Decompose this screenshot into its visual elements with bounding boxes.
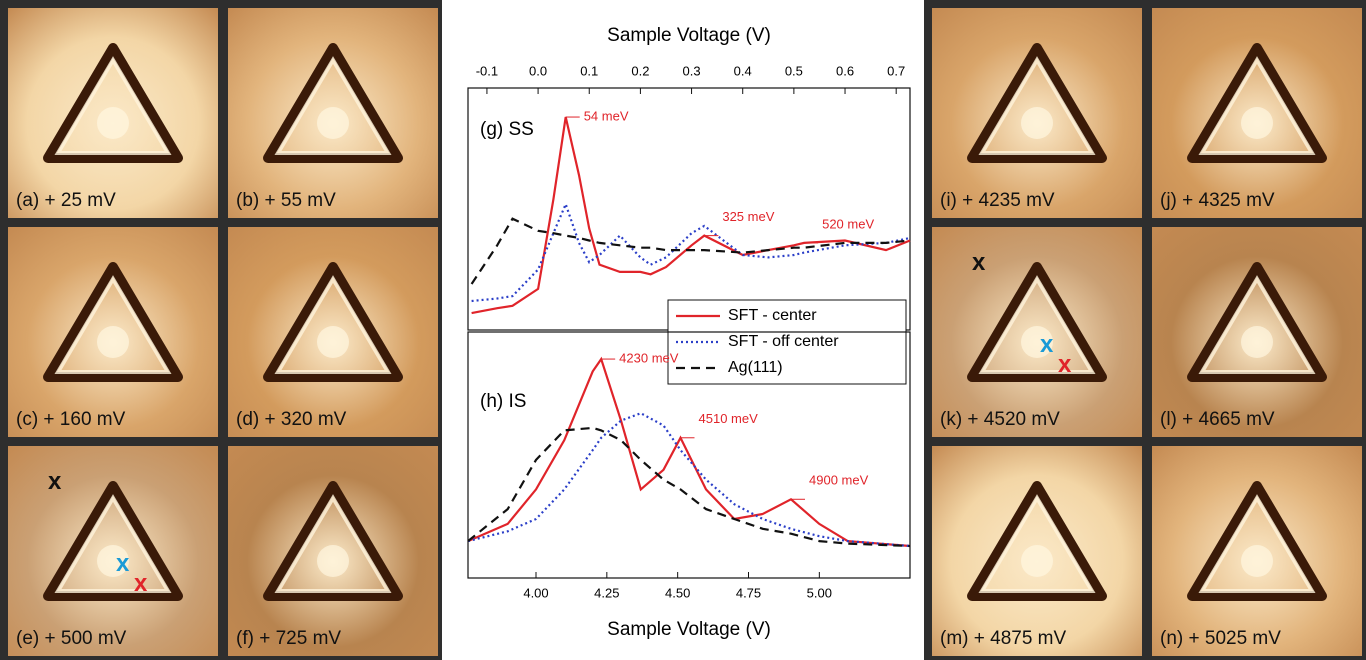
x-tick-label: 0.6 xyxy=(836,63,854,78)
x-tick-label: -0.1 xyxy=(476,63,498,78)
x-axis-label: Sample Voltage (V) xyxy=(607,25,771,46)
panel-label: (m) + 4875 mV xyxy=(940,628,1066,650)
panel-label: (d) + 320 mV xyxy=(236,409,346,431)
stm-image: (d) + 320 mV xyxy=(228,227,438,437)
panel-label: (n) + 5025 mV xyxy=(1160,628,1281,650)
position-marker: x xyxy=(116,550,129,578)
legend-label: SFT - center xyxy=(728,307,817,324)
x-tick-label: 4.25 xyxy=(594,585,619,600)
triangle-defect xyxy=(8,8,218,218)
x-tick-label: 4.75 xyxy=(736,585,761,600)
triangle-defect xyxy=(8,446,218,656)
triangle-defect xyxy=(1152,227,1362,437)
stm-image: (f) + 725 mV xyxy=(228,446,438,656)
stm-image: (m) + 4875 mV xyxy=(932,446,1142,656)
annotation: 4510 meV xyxy=(699,411,759,426)
x-tick-label: 0.3 xyxy=(683,63,701,78)
position-marker: x xyxy=(1058,351,1071,379)
x-tick-label: 0.7 xyxy=(887,63,905,78)
panel-label: (l) + 4665 mV xyxy=(1160,409,1275,431)
stm-image: (j) + 4325 mV xyxy=(1152,8,1362,218)
panel-label: (j) + 4325 mV xyxy=(1160,190,1275,212)
triangle-defect xyxy=(932,446,1142,656)
position-marker: x xyxy=(48,468,61,496)
triangle-defect xyxy=(228,8,438,218)
triangle-defect xyxy=(932,8,1142,218)
x-tick-label: 0.4 xyxy=(734,63,752,78)
stm-image: (l) + 4665 mV xyxy=(1152,227,1362,437)
legend-label: SFT - off center xyxy=(728,333,839,350)
image-grid: (a) + 25 mV (b) + 55 mV (c) + 160 mV (d)… xyxy=(0,0,442,660)
triangle-defect xyxy=(228,446,438,656)
panel-label: (i) + 4235 mV xyxy=(940,190,1055,212)
triangle-defect xyxy=(8,227,218,437)
position-marker: x xyxy=(972,249,985,277)
legend-label: Ag(111) xyxy=(728,359,783,376)
x-tick-label: 0.0 xyxy=(529,63,547,78)
panel-label: (c) + 160 mV xyxy=(16,409,125,431)
stm-image: (i) + 4235 mV xyxy=(932,8,1142,218)
stm-image: (a) + 25 mV xyxy=(8,8,218,218)
panel-label: (k) + 4520 mV xyxy=(940,409,1060,431)
annotation: 520 meV xyxy=(822,216,874,231)
x-tick-label: 0.2 xyxy=(631,63,649,78)
spectrum-line xyxy=(468,359,910,546)
x-tick-label: 0.1 xyxy=(580,63,598,78)
annotation: 54 meV xyxy=(584,108,629,123)
plot-frame xyxy=(468,88,910,330)
image-grid: (i) + 4235 mV (j) + 4325 mV (k) + 4520 m… xyxy=(924,0,1366,660)
triangle-defect xyxy=(1152,8,1362,218)
stm-image: (n) + 5025 mV xyxy=(1152,446,1362,656)
chart-title: (h) IS xyxy=(480,391,526,412)
position-marker: x xyxy=(1040,331,1053,359)
panel-label: (e) + 500 mV xyxy=(16,628,126,650)
stm-image: (b) + 55 mV xyxy=(228,8,438,218)
triangle-defect xyxy=(932,227,1142,437)
spectra-plot: -0.1 0.0 0.1 0.2 0.3 0.4 0.5 0.6 0.7 Sample Volta… xyxy=(450,0,920,660)
triangle-defect xyxy=(228,227,438,437)
x-tick-label: 0.5 xyxy=(785,63,803,78)
x-tick-label: 5.00 xyxy=(807,585,832,600)
x-tick-label: 4.50 xyxy=(665,585,690,600)
annotation: 4230 meV xyxy=(619,350,679,365)
annotation: 4900 meV xyxy=(809,473,869,488)
stm-image: (c) + 160 mV xyxy=(8,227,218,437)
x-axis-label: Sample Voltage (V) xyxy=(607,619,771,640)
panel-label: (f) + 725 mV xyxy=(236,628,341,650)
x-tick-label: 4.00 xyxy=(523,585,548,600)
position-marker: x xyxy=(134,570,147,598)
panel-label: (b) + 55 mV xyxy=(236,190,336,212)
spectrum-line xyxy=(472,117,910,313)
chart-title: (g) SS xyxy=(480,119,534,140)
triangle-defect xyxy=(1152,446,1362,656)
panel-label: (a) + 25 mV xyxy=(16,190,116,212)
figure: (a) + 25 mV (b) + 55 mV (c) + 160 mV (d)… xyxy=(0,0,1366,660)
annotation: 325 meV xyxy=(722,209,774,224)
